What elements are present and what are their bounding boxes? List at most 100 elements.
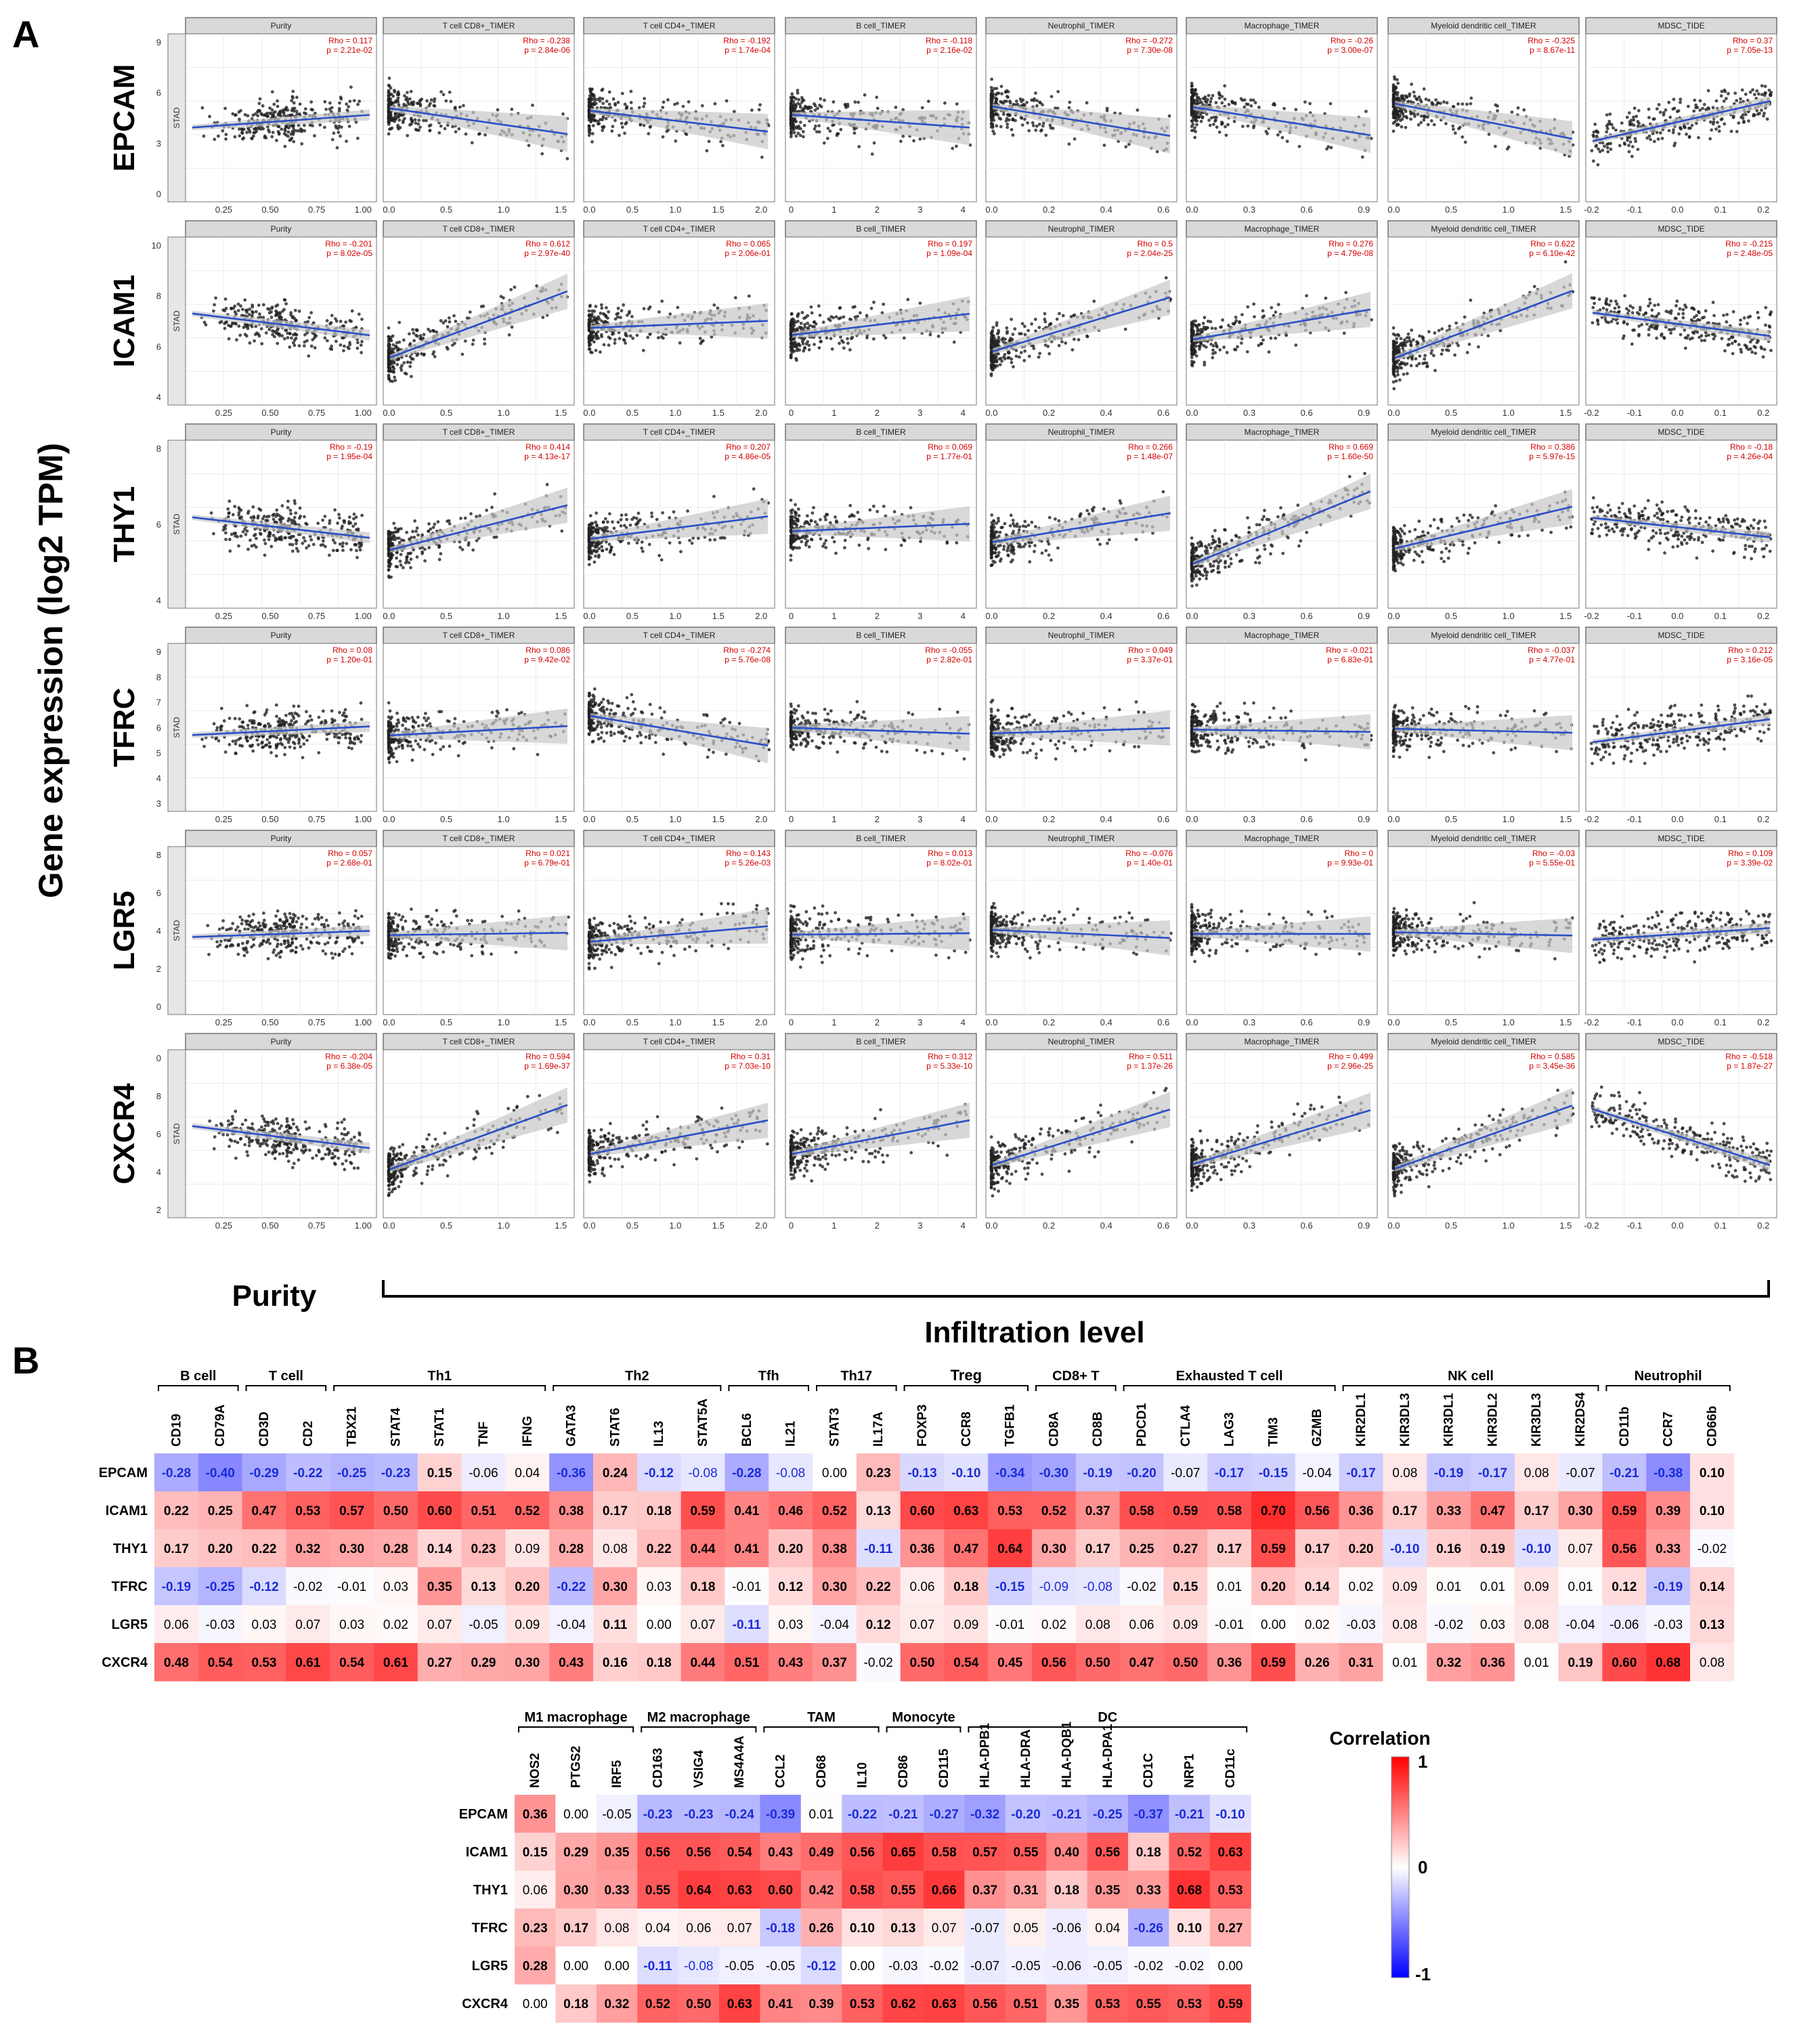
x-tick-label: 0.0	[1186, 408, 1198, 418]
x-tick-label: -0.1	[1627, 205, 1642, 215]
data-point	[630, 315, 634, 318]
data-point	[1077, 338, 1081, 341]
data-point	[616, 100, 620, 104]
data-point	[1477, 345, 1480, 349]
data-point	[213, 303, 216, 307]
data-point	[1034, 91, 1037, 95]
data-point	[244, 334, 249, 338]
data-point	[597, 119, 600, 123]
data-point	[733, 296, 737, 299]
data-point	[1706, 89, 1710, 93]
data-point	[427, 104, 431, 108]
data-point	[290, 99, 294, 103]
data-point	[676, 102, 679, 106]
data-point	[991, 326, 995, 329]
data-point	[623, 102, 627, 106]
data-point	[622, 303, 626, 307]
data-point	[1218, 348, 1222, 352]
data-point	[1601, 148, 1605, 152]
data-point	[1405, 116, 1409, 120]
data-point	[1427, 98, 1431, 102]
data-point	[1647, 107, 1651, 111]
data-point	[452, 314, 456, 318]
data-point	[214, 296, 217, 300]
data-point	[1711, 106, 1715, 110]
data-point	[1394, 365, 1398, 369]
data-point	[620, 309, 624, 313]
data-point	[1417, 123, 1421, 127]
data-point	[1213, 119, 1217, 123]
data-point	[282, 337, 286, 341]
data-point	[757, 108, 761, 112]
data-point	[819, 340, 823, 343]
data-point	[813, 320, 817, 324]
data-point	[1433, 368, 1437, 372]
data-point	[1636, 120, 1640, 123]
x-tick-label: 1.0	[669, 408, 681, 418]
data-point	[439, 124, 443, 128]
data-point	[256, 114, 260, 118]
data-point	[1267, 350, 1271, 354]
data-point	[1294, 343, 1298, 347]
x-tick-label: 1.5	[712, 408, 725, 418]
data-point	[1395, 119, 1399, 122]
data-point	[656, 336, 660, 340]
data-point	[429, 98, 433, 102]
data-point	[1669, 331, 1673, 335]
data-point	[396, 346, 399, 350]
data-point	[1226, 123, 1230, 127]
data-point	[271, 131, 275, 134]
data-point	[1448, 324, 1452, 328]
data-point	[1297, 144, 1301, 148]
data-point	[1507, 145, 1511, 149]
data-point	[1391, 94, 1396, 98]
x-tick-label: 1.0	[1503, 205, 1515, 215]
data-point	[235, 338, 238, 342]
x-tick-label: 1.00	[355, 408, 372, 418]
data-point	[393, 375, 397, 379]
panel-title: B cell_TIMER	[856, 21, 906, 30]
data-point	[437, 131, 441, 135]
data-point	[454, 130, 458, 134]
data-point	[1164, 276, 1168, 280]
data-point	[1274, 337, 1278, 340]
data-point	[1364, 110, 1368, 113]
data-point	[309, 311, 314, 315]
data-point	[995, 339, 999, 343]
panel-title: Myeloid dendritic cell_TIMER	[1431, 224, 1536, 234]
data-point	[345, 108, 349, 112]
data-point	[1406, 332, 1410, 336]
data-point	[1672, 98, 1676, 102]
data-point	[1259, 341, 1263, 345]
data-point	[1208, 123, 1212, 127]
data-point	[292, 140, 296, 144]
data-point	[1046, 345, 1050, 348]
data-point	[288, 331, 292, 335]
data-point	[261, 303, 265, 307]
infiltration-bracket	[382, 1280, 1770, 1298]
data-point	[527, 144, 531, 148]
data-point	[1677, 109, 1681, 113]
data-point	[1233, 321, 1237, 324]
data-point	[212, 309, 215, 313]
data-point	[1308, 102, 1312, 106]
data-point	[270, 90, 274, 94]
data-point	[899, 140, 903, 144]
panel-title: Macrophage_TIMER	[1245, 224, 1320, 234]
data-point	[281, 310, 284, 313]
data-point	[1085, 101, 1089, 105]
data-point	[1606, 123, 1610, 127]
data-point	[253, 339, 256, 343]
data-point	[264, 112, 267, 116]
p-label: p = 2.21e-02	[326, 45, 372, 55]
data-point	[478, 132, 481, 135]
data-point	[443, 127, 447, 131]
data-point	[432, 329, 435, 333]
data-point	[989, 355, 993, 359]
data-point	[1269, 336, 1273, 340]
data-point	[1432, 123, 1436, 127]
data-point	[1601, 306, 1605, 310]
rho-label: Rho = -0.215	[1725, 239, 1773, 249]
x-tick-label: 0.1	[1714, 205, 1727, 215]
